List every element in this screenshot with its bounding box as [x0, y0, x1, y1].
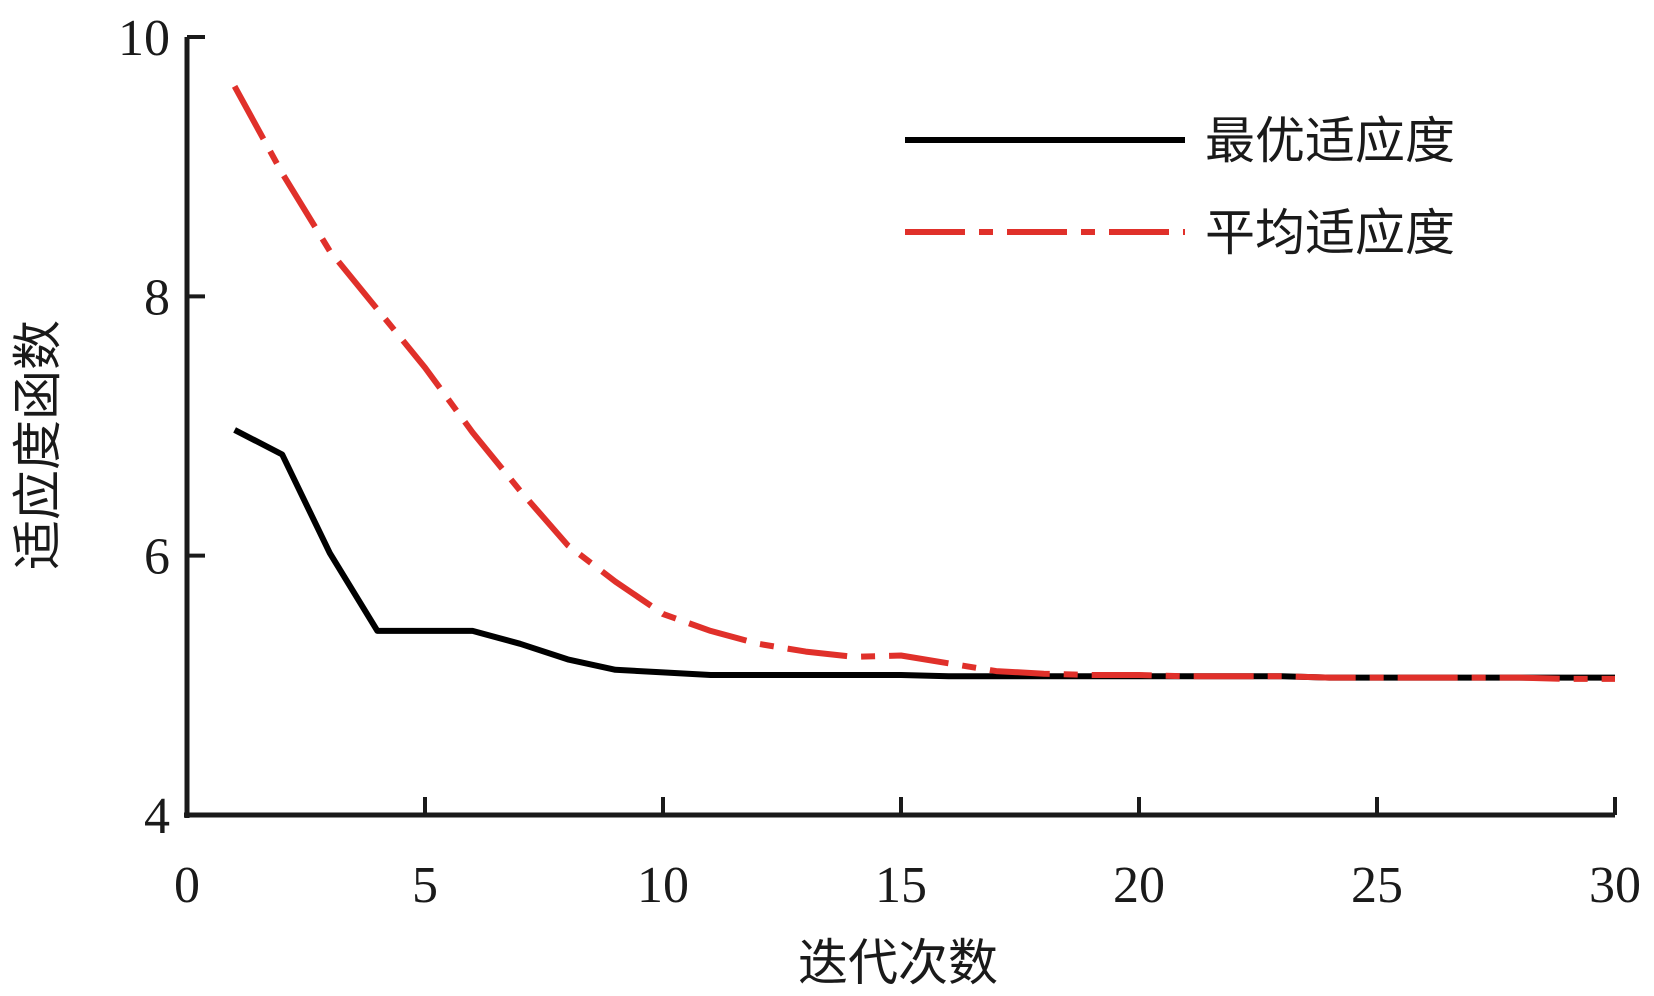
axes: 0 5 10 15 20 25 30 4 6 8 10 — [118, 10, 1641, 914]
x-tick-label: 30 — [1589, 857, 1641, 914]
plot-area — [231, 84, 1615, 682]
x-tick-label: 5 — [412, 857, 438, 914]
x-tick-label: 0 — [174, 857, 200, 914]
x-tick-label: 10 — [637, 857, 689, 914]
series-line-best-fitness — [233, 427, 1615, 681]
x-axis-title: 迭代次数 — [798, 934, 998, 992]
x-tick-label: 25 — [1351, 857, 1403, 914]
y-tick-label: 6 — [144, 529, 170, 586]
legend-label-best: 最优适应度 — [1205, 112, 1455, 170]
legend-label-average: 平均适应度 — [1205, 204, 1455, 262]
x-tick-label: 15 — [875, 857, 927, 914]
y-tick-label: 4 — [144, 788, 170, 845]
y-tick-label: 10 — [118, 10, 170, 67]
legend: 最优适应度 平均适应度 — [905, 112, 1455, 262]
series-line-average-fitness — [231, 84, 1615, 682]
y-axis-title: 适应度函数 — [9, 320, 67, 570]
x-tick-label: 20 — [1113, 857, 1165, 914]
y-tick-label: 8 — [144, 269, 170, 326]
